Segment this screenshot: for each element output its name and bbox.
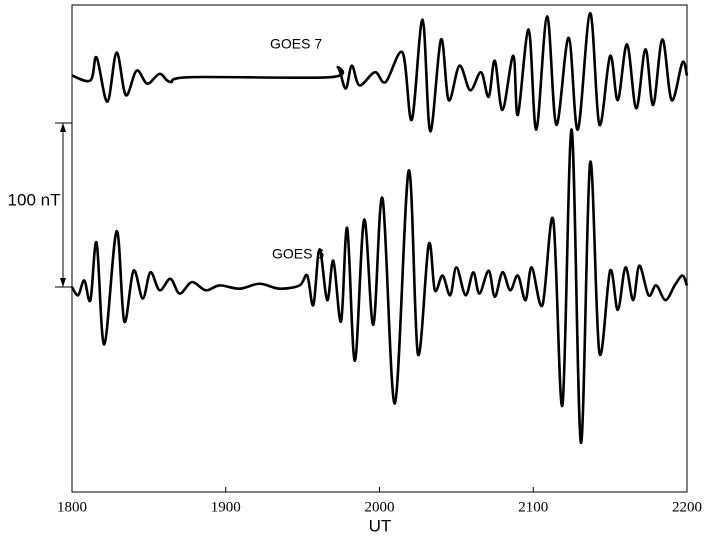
x-tick-label: 1900 <box>211 499 241 515</box>
series-label: GOES 6 <box>272 246 324 262</box>
x-axis-label: UT <box>369 516 392 535</box>
scale-arrow <box>60 123 66 133</box>
trace <box>70 128 689 445</box>
scale-arrow <box>60 278 66 288</box>
x-tick-label: 2200 <box>672 499 702 515</box>
scale-bar-label: 100 nT <box>8 191 61 210</box>
series-label: GOES 7 <box>270 36 322 52</box>
x-tick-label: 2100 <box>518 499 548 515</box>
x-tick-label: 2000 <box>365 499 395 515</box>
x-tick-label: 1800 <box>57 499 87 515</box>
trace <box>71 11 689 133</box>
